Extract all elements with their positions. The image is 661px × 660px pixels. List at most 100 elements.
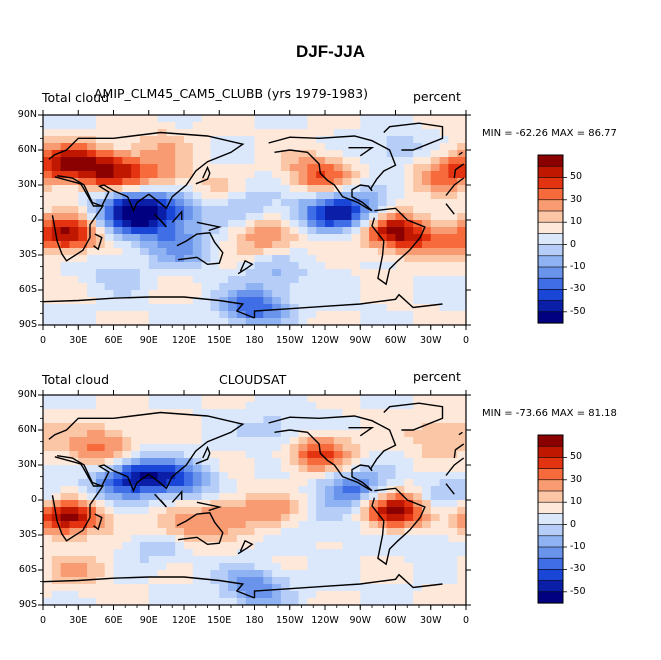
field-cell (228, 206, 238, 214)
field-cell (228, 430, 238, 438)
field-cell (333, 255, 344, 263)
field-cell (219, 227, 229, 235)
field-cell (51, 136, 62, 144)
field-cell (192, 507, 203, 515)
field-cell (448, 164, 458, 172)
field-cell (219, 171, 229, 179)
field-cell (351, 241, 361, 249)
field-cell (148, 549, 159, 557)
field-cell (254, 542, 264, 550)
field-cell (60, 402, 71, 410)
field-cell (413, 136, 423, 144)
field-cell (333, 598, 344, 605)
field-cell (263, 563, 273, 571)
field-cell (43, 255, 53, 263)
field-cell (351, 185, 361, 193)
field-cell (113, 311, 123, 319)
field-cell (148, 213, 159, 221)
field-cell (457, 136, 466, 144)
field-cell (263, 493, 273, 501)
field-cell (201, 206, 212, 214)
field-cell (457, 227, 466, 235)
field-cell (210, 395, 220, 403)
coastline (445, 177, 465, 196)
field-cell (51, 549, 62, 557)
field-cell (122, 570, 132, 578)
field-cell (289, 276, 300, 284)
field-cell (457, 185, 466, 193)
field-cell (104, 598, 115, 605)
field-cell (272, 549, 282, 557)
field-cell (60, 276, 71, 284)
field-cell (175, 416, 185, 424)
field-cell (430, 528, 441, 536)
field-cell (386, 409, 397, 417)
field-cell (298, 143, 308, 151)
field-cell (122, 402, 132, 410)
field-cell (245, 283, 256, 291)
field-cell (404, 297, 414, 305)
colorbar-box (537, 300, 564, 313)
field-cell (307, 115, 317, 123)
field-cell (236, 192, 247, 200)
field-cell (184, 402, 194, 410)
lon-label: 120W (311, 615, 339, 626)
field-cell (272, 451, 282, 459)
field-cell (421, 213, 432, 221)
field-cell (280, 248, 291, 256)
field-cell (228, 437, 238, 445)
field-cell (87, 416, 97, 424)
field-cell (377, 458, 388, 466)
field-cell (272, 416, 282, 424)
field-cell (298, 535, 308, 543)
field-cell (122, 584, 132, 592)
field-cell (333, 507, 344, 515)
field-cell (166, 318, 176, 325)
field-cell (404, 535, 414, 543)
field-cell (192, 241, 203, 249)
field-cell (272, 318, 282, 325)
field-cell (60, 157, 71, 165)
field-cell (457, 507, 466, 515)
field-cell (122, 213, 132, 221)
field-cell (192, 185, 203, 193)
field-cell (148, 528, 159, 536)
field-cell (377, 304, 388, 312)
field-cell (166, 234, 176, 242)
colorbar (537, 154, 567, 324)
field-cell (413, 409, 423, 417)
field-cell (184, 472, 194, 480)
field-cell (395, 430, 405, 438)
field-cell (263, 465, 273, 473)
field-cell (219, 521, 229, 529)
field-cell (131, 570, 141, 578)
field-cell (245, 290, 256, 298)
field-cell (43, 269, 53, 277)
field-cell (192, 542, 203, 550)
field-cell (192, 528, 203, 536)
field-cell (95, 542, 106, 550)
field-cell (131, 255, 141, 263)
field-cell (113, 262, 123, 270)
field-cell (43, 199, 53, 207)
field-cell (316, 178, 326, 186)
field-cell (386, 276, 397, 284)
field-cell (157, 164, 167, 172)
field-cell (78, 535, 88, 543)
field-cell (104, 276, 115, 284)
field-cell (166, 213, 176, 221)
field-cell (95, 507, 106, 515)
field-cell (316, 192, 326, 200)
field-cell (131, 164, 141, 172)
field-cell (139, 157, 150, 165)
field-cell (369, 444, 379, 452)
field-cell (457, 269, 466, 277)
field-cell (413, 542, 423, 550)
field-cell (104, 241, 115, 249)
field-cell (439, 262, 449, 270)
field-cell (439, 297, 449, 305)
field-cell (289, 598, 300, 605)
field-cell (360, 248, 370, 256)
field-cell (219, 556, 229, 564)
field-cell (87, 143, 97, 151)
